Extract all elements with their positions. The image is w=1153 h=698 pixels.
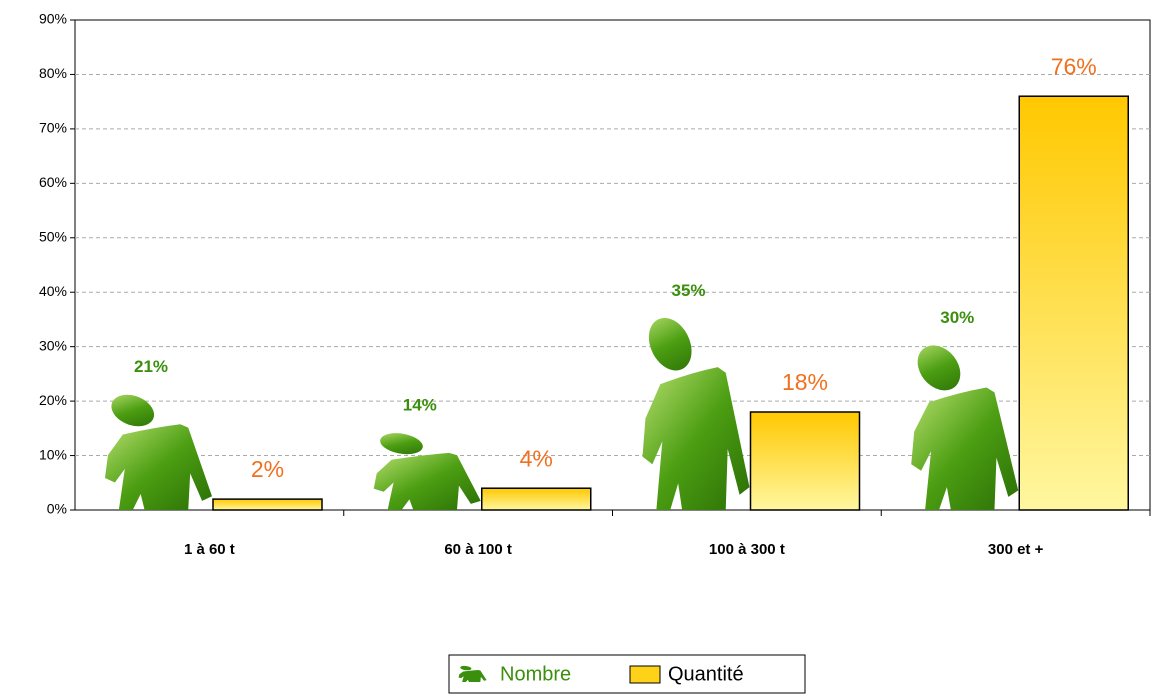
- legend-box: [448, 654, 806, 694]
- legend-label: Nombre: [500, 663, 571, 685]
- bar: [749, 411, 861, 511]
- y-tick-label: 20%: [39, 392, 67, 408]
- person-body: [373, 452, 481, 510]
- person-mark: [642, 317, 750, 511]
- data-label: 14%: [403, 395, 437, 414]
- data-label: 21%: [134, 357, 168, 376]
- person-head: [460, 665, 472, 671]
- person-body: [642, 367, 750, 511]
- y-tick-label: 80%: [39, 65, 67, 81]
- person-body: [911, 387, 1019, 510]
- legend-swatch: [629, 665, 661, 684]
- bar: [212, 498, 323, 511]
- y-tick-label: 50%: [39, 228, 67, 244]
- legend-label: Quantité: [668, 663, 744, 685]
- person-mark: [104, 394, 212, 510]
- y-tick-label: 70%: [39, 120, 67, 136]
- y-tick-label: 40%: [39, 283, 67, 299]
- data-label: 76%: [1051, 53, 1097, 79]
- data-label: 35%: [671, 281, 705, 300]
- person-head: [380, 433, 423, 455]
- person-head: [111, 394, 155, 427]
- person-head: [917, 345, 961, 391]
- y-tick-label: 10%: [39, 446, 67, 462]
- data-label: 2%: [251, 456, 284, 482]
- bar: [481, 487, 592, 511]
- person-mark: [911, 345, 1019, 510]
- person-body: [104, 424, 212, 510]
- x-tick-label: 300 et +: [988, 541, 1044, 558]
- x-tick-label: 100 à 300 t: [709, 541, 785, 558]
- x-tick-label: 1 à 60 t: [184, 541, 235, 558]
- y-tick-label: 60%: [39, 174, 67, 190]
- legend: Nombre Quantité: [448, 654, 806, 694]
- person-mark: [373, 433, 481, 510]
- bar: [1018, 95, 1129, 511]
- y-tick-label: 30%: [39, 337, 67, 353]
- person-body: [458, 670, 487, 682]
- data-label: 4%: [520, 445, 553, 471]
- y-tick-label: 90%: [39, 11, 67, 27]
- x-tick-label: 60 à 100 t: [444, 541, 512, 558]
- y-tick-label: 0%: [47, 501, 67, 517]
- legend-icon: [458, 665, 487, 682]
- person-head: [648, 317, 692, 371]
- data-label: 18%: [782, 369, 828, 395]
- data-label: 30%: [940, 308, 974, 327]
